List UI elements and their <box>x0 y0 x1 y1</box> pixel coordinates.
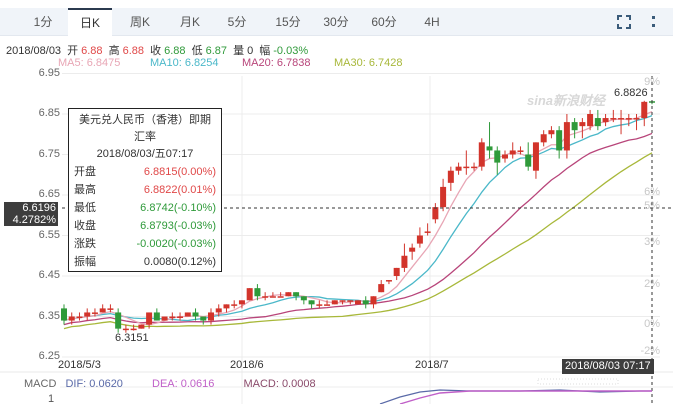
more-vertical-icon[interactable] <box>646 14 662 30</box>
y-tick-label: 6.65 <box>38 188 60 200</box>
tooltip-row-label: 最低 <box>74 202 96 214</box>
tooltip-row-value: 0.0080(0.12%) <box>143 256 216 268</box>
tooltip-datetime: 2018/08/03/五07:17 <box>96 148 194 160</box>
crosshair-date-label: 2018/08/03 07:17 <box>562 359 654 374</box>
y-right-tick-label: 3% <box>644 236 660 248</box>
y-right-tick-label: 5% <box>644 200 660 212</box>
macd-axis-tick: 1 <box>48 393 55 405</box>
tooltip-row-value: 6.8822(0.01%) <box>143 184 216 196</box>
tooltip-row-label: 最高 <box>74 184 96 196</box>
tooltip-row-label: 振幅 <box>74 256 96 268</box>
tooltip-row-label: 涨跌 <box>74 238 96 250</box>
x-tick-jun: 2018/6 <box>230 359 264 371</box>
tooltip-row-value: 6.8793(-0.03%) <box>140 220 216 232</box>
macd-value: MACD: 0.0008 <box>243 378 316 390</box>
y-tick-label: 6.35 <box>38 309 60 322</box>
tooltip-row: 涨跌 -0.0020(-0.03%) <box>74 235 216 253</box>
tab-0[interactable]: 1分 <box>33 15 53 29</box>
crosshair-price-label: 6.6196 4.2782% <box>4 202 58 226</box>
macd-dea: DEA: 0.0616 <box>152 378 215 390</box>
ohlc-tooltip: 美元兑人民币（香港）即期 汇率 2018/08/03/五07:17 开盘 6.88… <box>68 108 222 272</box>
tooltip-row-label: 开盘 <box>74 166 96 178</box>
macd-dif: DIF: 0.0620 <box>65 378 123 390</box>
y-tick-label: 6.45 <box>38 269 60 281</box>
ma10-legend: MA10: 6.8254 <box>150 57 219 69</box>
tab-7[interactable]: 60分 <box>371 15 397 29</box>
tooltip-row-value: -0.0020(-0.03%) <box>136 238 217 250</box>
tooltip-row-value: 6.8815(0.00%) <box>143 166 216 178</box>
min-price-label: 6.3151 <box>115 332 149 344</box>
y-tick-label: 6.25 <box>38 350 60 362</box>
tab-6[interactable]: 30分 <box>323 15 349 29</box>
tab-5[interactable]: 15分 <box>275 15 301 29</box>
open-value: 6.88 <box>81 45 103 57</box>
high-label: 高 <box>108 45 120 57</box>
tooltip-row-label: 收盘 <box>74 220 96 232</box>
max-price-label: 6.8826 <box>614 87 648 99</box>
crosshair-price: 6.6196 <box>22 202 56 214</box>
y-right-tick-label: 2% <box>644 278 660 290</box>
tab-1[interactable]: 日K <box>68 8 112 36</box>
y-right-tick-label: 6% <box>644 186 660 198</box>
tooltip-row: 收盘 6.8793(-0.03%) <box>74 217 216 235</box>
macd-legend: MACD DIF: 0.0620 DEA: 0.0616 MACD: 0.000… <box>24 378 342 390</box>
y-tick-label: 6.55 <box>38 228 60 241</box>
x-tick-may: 2018/5/3 <box>58 359 101 371</box>
tab-2[interactable]: 周K <box>129 15 150 29</box>
tooltip-row-value: 6.8742(-0.10%) <box>140 202 216 214</box>
macd-title: MACD <box>24 378 57 390</box>
summary-date: 2018/08/03 <box>6 45 62 57</box>
fullscreen-icon[interactable] <box>616 14 632 30</box>
y-tick-label: 6.85 <box>38 107 60 119</box>
ma20-legend: MA20: 6.7838 <box>242 57 311 69</box>
high-value: 6.88 <box>122 45 145 57</box>
tooltip-title-cont: 汇率 <box>134 131 156 143</box>
volume-label: 量 <box>233 45 245 57</box>
close-label: 收 <box>150 45 162 57</box>
x-tick-jul: 2018/7 <box>415 359 449 371</box>
amplitude-value: -0.03% <box>273 45 309 57</box>
close-value: 6.88 <box>164 45 186 57</box>
ma30-legend: MA30: 6.7428 <box>334 57 403 69</box>
tab-3[interactable]: 月K <box>179 15 200 29</box>
ma5-legend: MA5: 6.8475 <box>58 57 121 69</box>
tooltip-title: 美元兑人民币（香港）即期 <box>79 114 211 126</box>
low-label: 低 <box>191 45 203 57</box>
y-tick-label: 6.75 <box>38 147 60 160</box>
amplitude-label: 幅 <box>259 45 271 57</box>
tooltip-row: 最高 6.8822(0.01%) <box>74 181 216 199</box>
tooltip-row: 最低 6.8742(-0.10%) <box>74 199 216 217</box>
sina-finance-watermark: sina新浪财经 <box>527 93 606 108</box>
tab-4[interactable]: 5分 <box>227 15 247 29</box>
low-value: 6.87 <box>205 45 227 57</box>
tooltip-row: 开盘 6.8815(0.00%) <box>74 163 216 181</box>
tooltip-row: 振幅 0.0080(0.12%) <box>74 253 216 271</box>
y-right-tick-label: 0% <box>644 318 660 330</box>
tab-8[interactable]: 4H <box>424 15 440 29</box>
open-label: 开 <box>67 45 79 57</box>
volume-value: 0 <box>247 45 254 57</box>
y-right-tick-label: -2% <box>640 345 660 357</box>
y-tick-label: 6.95 <box>38 66 60 79</box>
period-tab-bar: 1分 日K 周K 月K 5分 15分 30分 60分 4H <box>0 8 673 36</box>
y-right-tick-label: 9% <box>644 76 660 88</box>
crosshair-pct: 4.2782% <box>12 214 56 226</box>
